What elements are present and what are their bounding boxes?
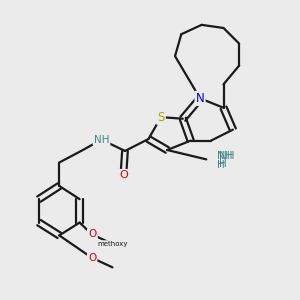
Text: methoxy: methoxy	[112, 266, 119, 267]
Text: methoxy: methoxy	[112, 243, 119, 244]
Text: methoxy: methoxy	[112, 243, 119, 244]
Text: O: O	[88, 230, 96, 239]
Text: O: O	[119, 170, 128, 180]
Text: methoxy: methoxy	[117, 243, 123, 244]
Text: S: S	[158, 112, 164, 122]
Text: O: O	[88, 230, 97, 239]
Text: H: H	[220, 159, 227, 169]
Text: NH: NH	[217, 151, 233, 160]
Text: N: N	[196, 93, 204, 103]
Text: O: O	[119, 170, 128, 180]
Text: NH: NH	[94, 135, 109, 145]
Text: O: O	[88, 253, 96, 263]
Text: N: N	[196, 92, 204, 105]
Text: NH: NH	[94, 135, 109, 145]
Text: methoxy: methoxy	[112, 243, 119, 244]
Text: NH: NH	[220, 151, 235, 161]
Text: H: H	[217, 160, 225, 170]
Text: methoxy: methoxy	[97, 241, 128, 247]
Text: O: O	[88, 253, 96, 263]
Text: O: O	[88, 230, 96, 239]
Text: S: S	[157, 111, 165, 124]
Text: methoxy: methoxy	[112, 243, 119, 244]
